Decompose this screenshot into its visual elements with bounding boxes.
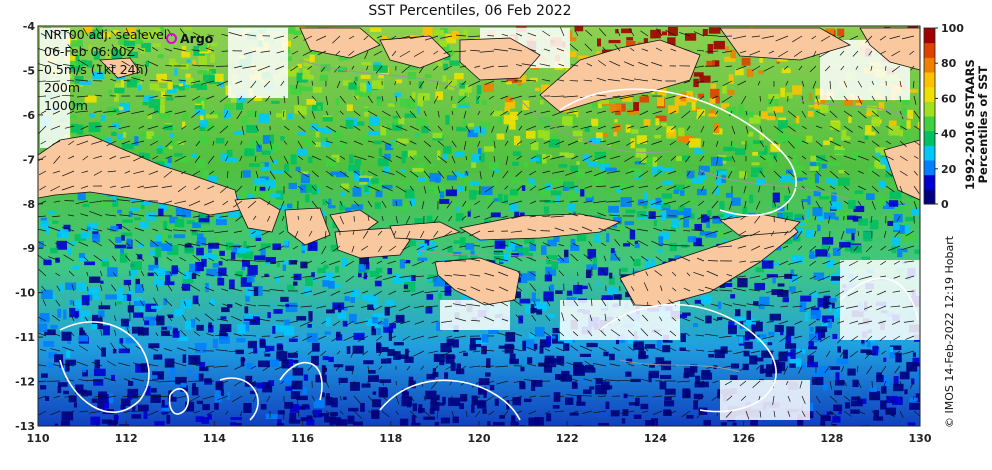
info-product: NRT00 adj. sealevel — [44, 28, 167, 42]
colorbar-segment — [924, 145, 935, 160]
no-data-area — [440, 300, 510, 330]
colorbar-segment — [924, 28, 935, 43]
y-tick-label: -6 — [23, 109, 36, 122]
x-tick-label: 130 — [909, 432, 932, 445]
argo-label: Argo — [180, 31, 213, 46]
no-data-area — [840, 260, 920, 340]
x-tick-label: 124 — [644, 432, 667, 445]
argo-legend: Argo — [166, 31, 213, 46]
colorbar-segment — [924, 43, 935, 58]
y-tick-label: -7 — [23, 153, 35, 166]
x-tick-label: 114 — [203, 432, 226, 445]
x-tick-label: 116 — [291, 432, 314, 445]
colorbar-tick-label: 40 — [941, 128, 957, 141]
x-tick-label: 122 — [556, 432, 579, 445]
y-tick-label: -11 — [15, 331, 35, 344]
y-tick-label: -4 — [23, 20, 36, 33]
no-data-area — [720, 380, 810, 420]
colorbar-segment — [924, 160, 935, 175]
colorbar-segment — [924, 175, 935, 190]
colorbar-tick-label: 0 — [941, 198, 949, 211]
x-tick-label: 118 — [379, 432, 402, 445]
info-scale: 0.5m/s (1kt 24h) — [44, 63, 148, 77]
colorbar-segment — [924, 101, 935, 116]
y-tick-label: -13 — [15, 420, 35, 433]
credit-text: © IMOS 14-Feb-2022 12:19 Hobart — [943, 236, 956, 428]
colorbar-segment — [924, 87, 935, 102]
map-title: SST Percentiles, 06 Feb 2022 — [0, 3, 940, 19]
y-tick-label: -9 — [23, 242, 35, 255]
y-tick-label: -10 — [15, 287, 35, 300]
colorbar-segment — [924, 72, 935, 87]
colorbar-segment — [924, 189, 935, 204]
y-tick-label: -12 — [15, 376, 35, 389]
colorbar: 100 80 60 40 20 0 — [924, 22, 964, 211]
colorbar-segment — [924, 57, 935, 72]
colorbar-tick-label: 60 — [941, 92, 957, 105]
argo-marker-icon — [166, 33, 177, 44]
colorbar-tick-label: 20 — [941, 163, 957, 176]
x-tick-label: 120 — [468, 432, 491, 445]
colorbar-title: 1992-2016 SSTAARS Percentiles of SST — [964, 59, 990, 190]
info-time: 06-Feb 06:00Z — [44, 45, 135, 59]
x-tick-label: 128 — [820, 432, 843, 445]
y-tick-label: -8 — [23, 198, 35, 211]
x-tick-label: 112 — [115, 432, 138, 445]
x-tick-label: 110 — [27, 432, 50, 445]
colorbar-tick-label: 80 — [941, 57, 957, 70]
info-contour-1000: 1000m — [44, 99, 88, 113]
colorbar-segment — [924, 116, 935, 131]
x-tick-label: 126 — [732, 432, 755, 445]
info-contour-200: 200m — [44, 81, 80, 95]
y-tick-label: -5 — [23, 64, 35, 77]
no-data-area — [228, 28, 288, 98]
colorbar-segment — [924, 131, 935, 146]
colorbar-title-line2: Percentiles of SST — [977, 59, 990, 190]
colorbar-tick-label: 100 — [941, 22, 964, 35]
